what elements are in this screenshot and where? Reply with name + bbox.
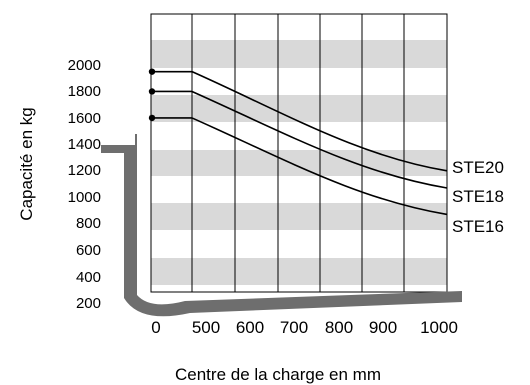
- series-marker-ste18: [148, 88, 156, 95]
- x-tick-label: 800: [325, 318, 353, 337]
- y-tick-label: 400: [76, 269, 101, 286]
- y-tick-labels: 200 400 600 800 1000 1200 1400 1600 1800 2000: [68, 57, 101, 312]
- series-line-ste16: [152, 117, 448, 216]
- grid-vertical-lines: [191, 14, 405, 292]
- series-lines: [148, 68, 448, 216]
- y-tick-label: 1400: [68, 136, 101, 153]
- x-tick-label: 700: [280, 318, 308, 337]
- y-tick-label: 800: [76, 215, 101, 232]
- y-tick-label: 1000: [68, 189, 101, 206]
- grid-band: [151, 258, 447, 285]
- series-labels: STE20 STE18 STE16: [452, 158, 504, 236]
- y-tick-label: 600: [76, 242, 101, 259]
- series-label-ste16: STE16: [452, 217, 504, 236]
- plot-frame: [150, 13, 448, 293]
- x-axis-title: Centre de la charge en mm: [175, 365, 381, 384]
- y-tick-label: 1200: [68, 162, 101, 179]
- grid-bands: [151, 40, 447, 285]
- series-line-ste20: [152, 70, 448, 172]
- y-tick-label: 1600: [68, 110, 101, 127]
- grid-band: [151, 150, 447, 176]
- x-tick-label: 500: [192, 318, 220, 337]
- forklift-fork-graphic: [101, 134, 462, 317]
- x-tick-label: 900: [369, 318, 397, 337]
- series-label-ste18: STE18: [452, 187, 504, 206]
- x-tick-label: 600: [236, 318, 264, 337]
- y-tick-label: 200: [76, 295, 101, 312]
- grid-band: [151, 95, 447, 122]
- y-tick-label: 1800: [68, 83, 101, 100]
- x-tick-label: 0: [151, 318, 160, 337]
- grid-band: [151, 203, 447, 230]
- grid-band: [151, 40, 447, 68]
- series-line-ste18: [152, 90, 448, 189]
- series-label-ste20: STE20: [452, 158, 504, 177]
- series-marker-ste16: [148, 114, 156, 122]
- y-tick-label: 2000: [68, 57, 101, 74]
- x-tick-label: 1000: [420, 318, 458, 337]
- x-tick-labels: 0 500 600 700 800 900 1000: [151, 318, 458, 337]
- fork-shape: [101, 134, 462, 317]
- series-marker-ste20: [148, 68, 156, 75]
- y-axis-title: Capacité en kg: [17, 107, 36, 220]
